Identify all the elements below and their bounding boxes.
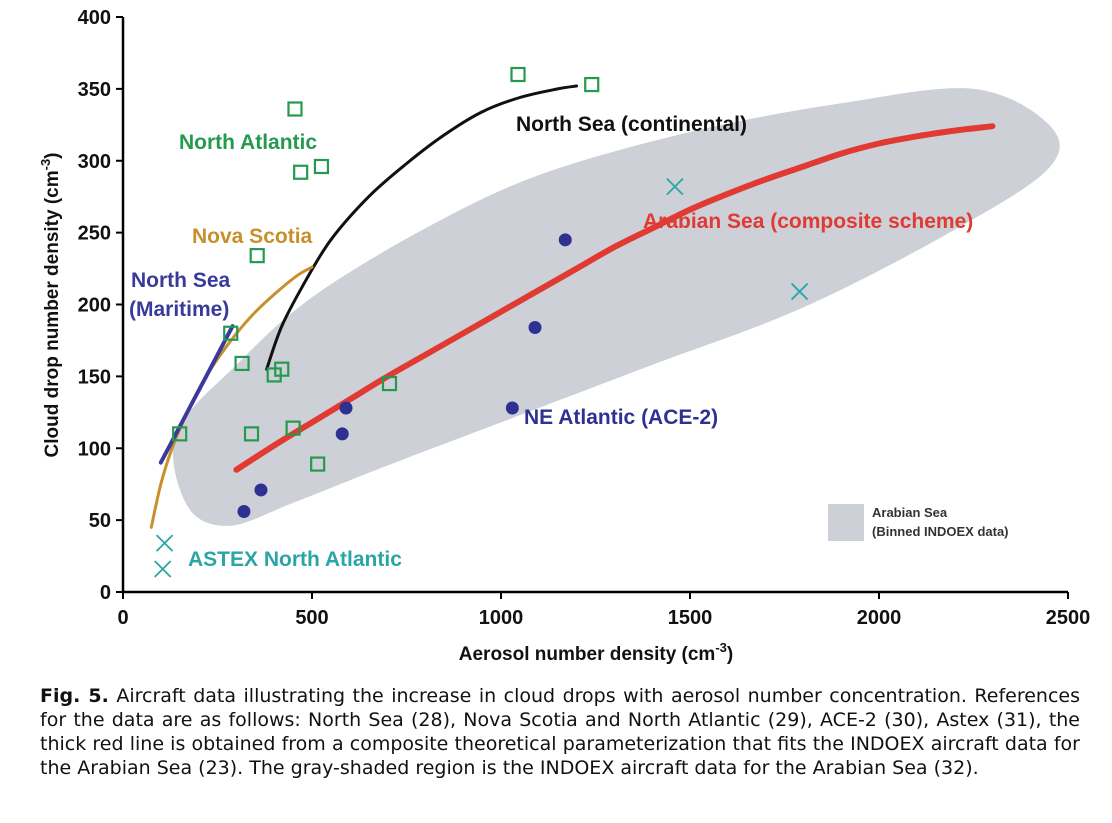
y-tick-label-200: 200 [78, 295, 111, 317]
point-ne-atlantic-ace-2-4 [505, 401, 519, 415]
point-north-atlantic-0 [172, 426, 188, 442]
y-axis-label: Cloud drop number density (cm-3) [38, 152, 63, 457]
point-north-atlantic-1 [223, 325, 239, 341]
y-tick-label-300: 300 [78, 151, 111, 173]
x-tick-label-1500: 1500 [668, 607, 713, 629]
caption-text: Aircraft data illustrating the increase … [40, 685, 1080, 779]
curve-north-sea-maritime [158, 324, 235, 465]
point-ne-atlantic-ace-2-0 [237, 505, 251, 518]
region-layer [172, 88, 1060, 526]
tick-layer: 0 500 1000 1500 2000 2500 0 50 100 150 200 250 300 35… [78, 7, 1091, 629]
label-nova-scotia: Nova Scotia [192, 225, 313, 248]
label-north-atlantic: North Atlantic [179, 131, 317, 154]
point-north-atlantic-3 [243, 426, 260, 442]
y-tick-label-50: 50 [89, 510, 111, 532]
point-north-atlantic-11 [313, 158, 330, 175]
point-north-atlantic-2 [234, 355, 250, 372]
legend-line-2: (Binned INDOEX data) [872, 524, 1009, 539]
marker-layer [154, 66, 809, 578]
point-ne-atlantic-ace-2-3 [339, 401, 353, 415]
label-north-sea-maritime-2: (Maritime) [129, 298, 229, 321]
point-ne-atlantic-ace-2-2 [335, 427, 349, 441]
point-ne-atlantic-ace-2-1 [254, 483, 268, 497]
point-astex-north-atlantic-2 [666, 177, 684, 196]
chart: 0 500 1000 1500 2000 2500 0 50 100 150 200 250 300 35… [38, 7, 1091, 665]
point-north-atlantic-13 [510, 66, 526, 83]
point-north-atlantic-9 [293, 164, 309, 180]
y-tick-label-250: 250 [78, 223, 111, 245]
x-axis-label: Aerosol number density (cm-3) [459, 640, 733, 665]
curve-north-sea-continental [265, 84, 579, 371]
point-north-atlantic-4 [249, 248, 265, 264]
point-ne-atlantic-ace-2-5 [528, 321, 542, 334]
y-tick-label-100: 100 [78, 438, 111, 460]
x-tick-label-1000: 1000 [479, 607, 524, 629]
label-north-sea-continental: North Sea (continental) [516, 113, 747, 136]
legend-swatch [828, 504, 864, 541]
y-tick-label-350: 350 [78, 79, 111, 101]
figure-number: Fig. 5. [40, 685, 109, 707]
point-ne-atlantic-ace-2-6 [558, 233, 572, 247]
x-tick-label-500: 500 [295, 607, 328, 629]
x-tick-label-2500: 2500 [1046, 607, 1091, 629]
point-north-atlantic-14 [584, 76, 600, 93]
label-ne-atlantic: NE Atlantic (ACE-2) [524, 406, 718, 429]
legend: Arabian Sea (Binned INDOEX data) [828, 504, 1009, 541]
point-north-atlantic-12 [381, 375, 398, 392]
point-astex-north-atlantic-1 [154, 560, 172, 578]
indoex-shaded-region [172, 88, 1060, 526]
label-astex: ASTEX North Atlantic [188, 548, 402, 571]
figure-caption: Fig. 5. Aircraft data illustrating the i… [40, 684, 1080, 780]
point-astex-north-atlantic-3 [790, 282, 809, 301]
y-tick-label-400: 400 [78, 7, 111, 29]
label-arabian-sea-composite: Arabian Sea (composite scheme) [643, 210, 973, 233]
point-north-atlantic-7 [285, 420, 301, 436]
point-astex-north-atlantic-0 [155, 534, 174, 552]
y-tick-label-0: 0 [100, 582, 111, 604]
curve-layer [149, 84, 996, 529]
curve-arabian-sea-composite-scheme [233, 123, 996, 473]
point-north-atlantic-10 [310, 456, 326, 472]
legend-line-1: Arabian Sea [872, 505, 948, 520]
x-tick-label-0: 0 [117, 607, 128, 629]
point-north-atlantic-8 [287, 101, 303, 117]
point-north-atlantic-6 [274, 361, 290, 377]
label-north-sea-maritime-1: North Sea [131, 269, 231, 292]
y-tick-label-150: 150 [78, 366, 111, 388]
x-tick-label-2000: 2000 [857, 607, 902, 629]
